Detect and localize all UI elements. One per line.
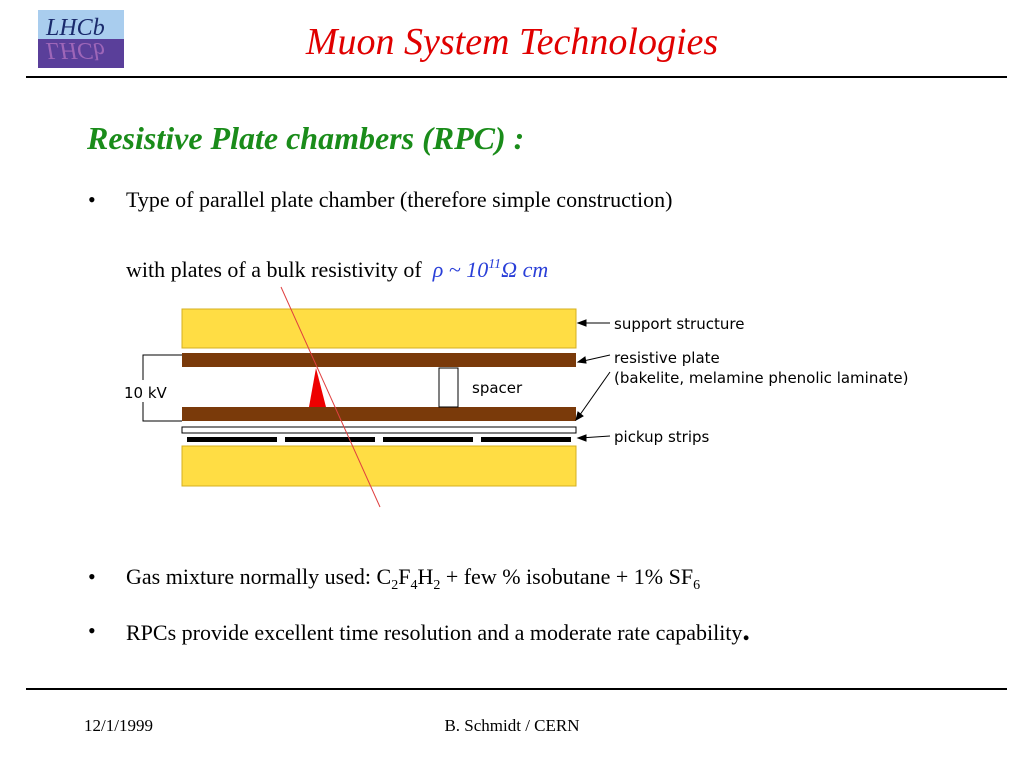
period: . <box>742 614 750 647</box>
spacer-label: spacer <box>472 379 523 397</box>
footer-divider <box>26 688 1007 690</box>
bullet-marker: • <box>88 563 96 591</box>
spacer <box>439 368 458 407</box>
rpc-capability-text: RPCs provide excellent time resolution a… <box>126 620 742 645</box>
gas-sub: 2 <box>433 578 440 593</box>
bullet-marker: • <box>88 617 96 645</box>
support-structure-label: support structure <box>614 315 744 333</box>
resistive-plate-top <box>182 353 576 367</box>
resistive-plate-label: resistive plate <box>614 349 720 367</box>
support-plate-bottom <box>182 446 576 486</box>
gas-sub: 2 <box>391 578 398 593</box>
footer-author: B. Schmidt / CERN <box>0 716 1024 736</box>
gas-sub: 6 <box>693 578 700 593</box>
voltage-label: 10 kV <box>124 384 168 402</box>
bullet-2-text: Gas mixture normally used: C2F4H2 + few … <box>126 563 700 595</box>
gas-element: F <box>398 564 410 589</box>
pickup-strips-label: pickup strips <box>614 428 710 446</box>
resistive-plate-detail: (bakelite, melamine phenolic laminate) <box>614 369 909 387</box>
gas-mid: + few % isobutane + 1% SF <box>440 564 693 589</box>
insulation-layer <box>182 427 576 433</box>
gas-sub: 4 <box>410 578 417 593</box>
pickup-strips <box>187 437 571 442</box>
avalanche-shape <box>309 368 326 407</box>
gas-element: H <box>417 564 433 589</box>
support-plate-top <box>182 309 576 348</box>
resistive-plate-bottom <box>182 407 576 421</box>
gas-prefix: Gas mixture normally used: C <box>126 564 391 589</box>
bullet-3-text: RPCs provide excellent time resolution a… <box>126 617 750 647</box>
